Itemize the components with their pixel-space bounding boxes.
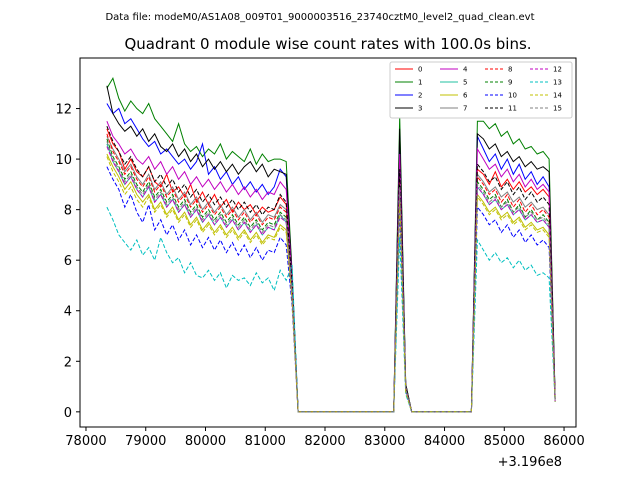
series-line-2: [106, 103, 556, 413]
legend-label-4: 4: [463, 66, 468, 74]
legend-label-0: 0: [418, 66, 422, 74]
x-offset-label: +3.196e8: [498, 455, 562, 470]
series-line-14: [106, 156, 556, 413]
x-tick-label: 79000: [125, 434, 166, 449]
y-tick-label: 10: [55, 153, 72, 168]
legend-label-10: 10: [508, 92, 517, 100]
y-tick-label: 4: [64, 305, 72, 320]
legend-label-11: 11: [508, 105, 517, 113]
legend-label-5: 5: [463, 79, 467, 87]
x-tick-label: 80000: [185, 434, 226, 449]
x-tick-label: 83000: [364, 434, 405, 449]
series-line-5: [106, 143, 556, 413]
legend-label-14: 14: [553, 92, 562, 100]
legend-label-3: 3: [418, 105, 422, 113]
y-tick-label: 6: [64, 254, 72, 269]
legend-label-1: 1: [418, 79, 422, 87]
x-tick-label: 81000: [245, 434, 286, 449]
data-file-label: Data file: modeM0/AS1A08_009T01_90000035…: [105, 12, 534, 23]
series-line-0: [106, 128, 556, 413]
series-line-6: [106, 153, 556, 413]
y-tick-label: 8: [64, 204, 72, 219]
series-line-3: [106, 85, 556, 413]
legend-label-7: 7: [463, 105, 467, 113]
y-tick-label: 2: [64, 355, 72, 370]
series-line-7: [106, 136, 556, 413]
axes-frame: [79, 57, 577, 428]
series-line-13: [106, 206, 556, 413]
legend-label-9: 9: [508, 79, 512, 87]
legend-label-8: 8: [508, 66, 512, 74]
plot-area: [106, 76, 556, 413]
legend-label-12: 12: [553, 66, 562, 74]
legend-box: [389, 61, 573, 119]
x-tick-label: 85000: [484, 434, 525, 449]
x-tick-label: 78000: [65, 434, 106, 449]
series-line-15: [106, 141, 556, 413]
series-line-8: [106, 133, 556, 413]
chart-title: Quadrant 0 module wise count rates with …: [124, 35, 531, 53]
y-tick-label: 0: [64, 406, 72, 421]
legend-label-13: 13: [553, 79, 562, 87]
y-tick-label: 12: [55, 103, 72, 118]
legend-label-2: 2: [418, 92, 422, 100]
axes: 78000 79000 80000 81000 82000 83000 84000 85000…: [55, 57, 585, 449]
legend-label-15: 15: [553, 105, 562, 113]
legend-label-6: 6: [463, 92, 468, 100]
x-tick-label: 82000: [304, 434, 345, 449]
x-tick-label: 86000: [543, 434, 584, 449]
x-tick-label: 84000: [424, 434, 465, 449]
series-line-12: [106, 146, 556, 413]
series-line-10: [106, 166, 556, 413]
series-line-4: [106, 121, 556, 413]
series-line-1: [106, 76, 556, 413]
